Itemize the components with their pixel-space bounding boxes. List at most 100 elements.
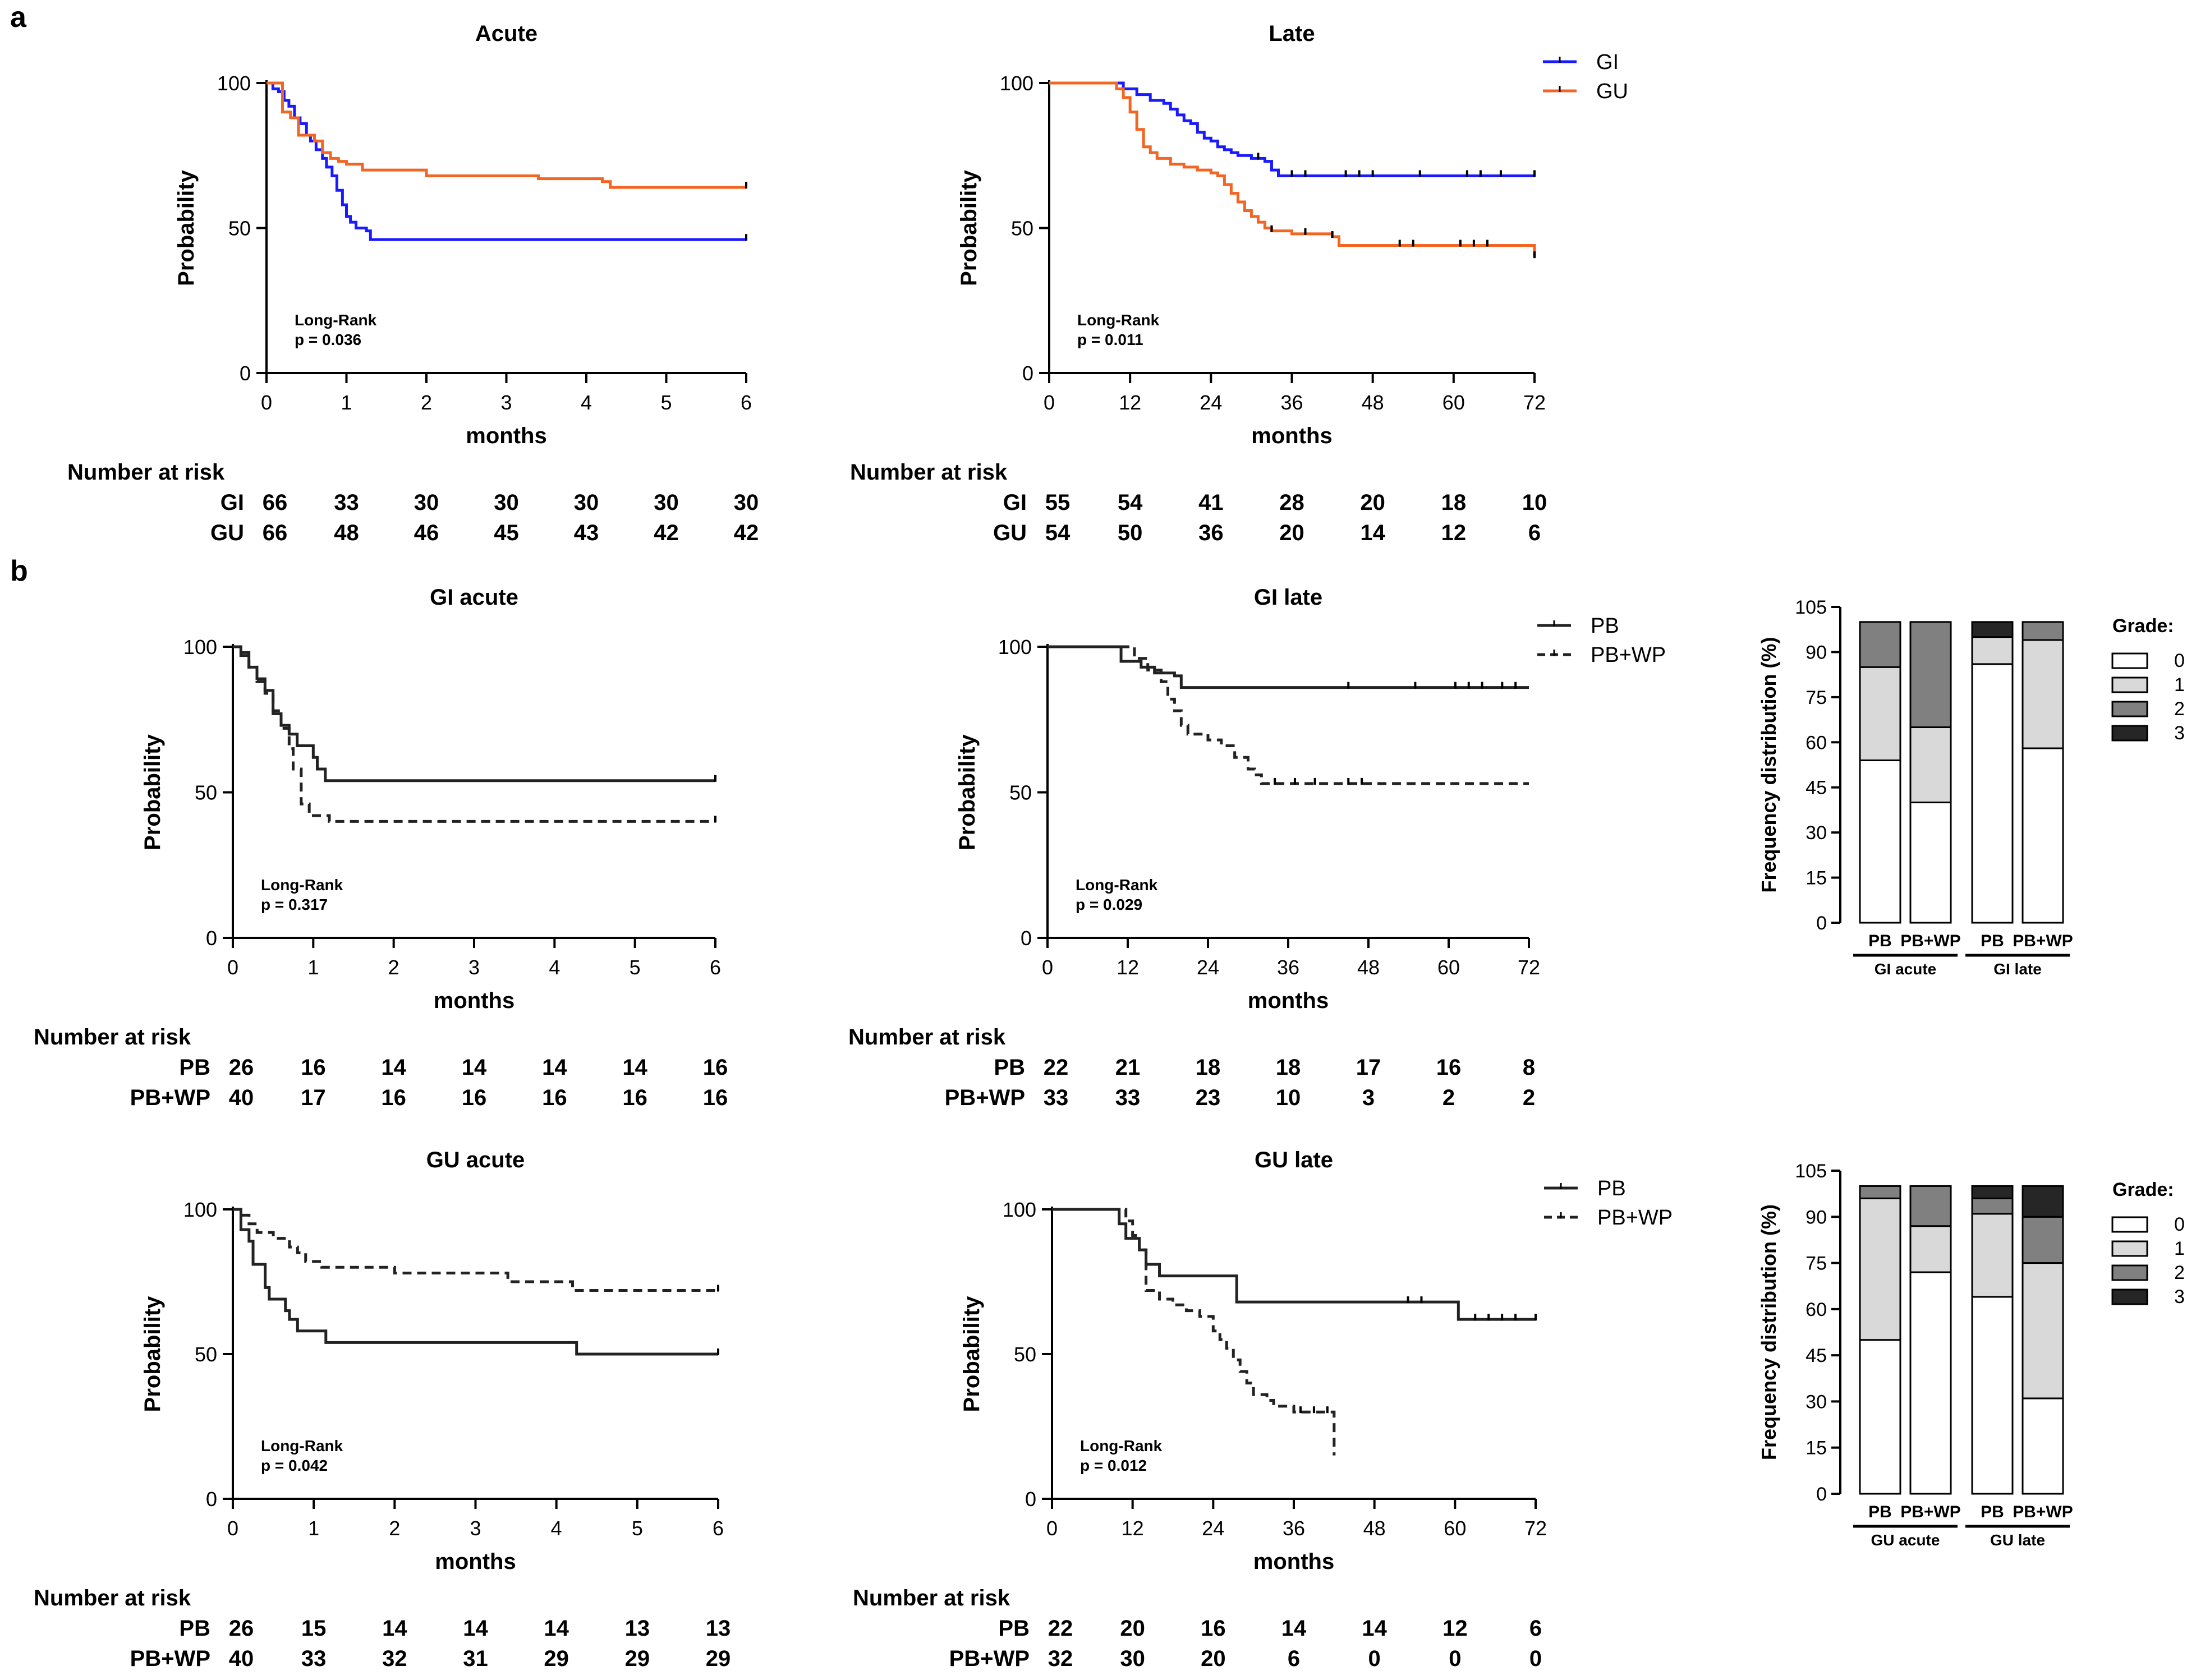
x-tick-label: 48	[1362, 391, 1384, 414]
panel-label-a: a	[10, 1, 27, 34]
risk-count: 30	[734, 490, 759, 515]
x-tick-label: 36	[1283, 1517, 1305, 1540]
y-tick-label: 105	[1795, 597, 1827, 618]
x-tick-label: 0	[227, 956, 238, 979]
x-axis-label: months	[466, 424, 546, 448]
risk-count: 66	[263, 521, 288, 545]
y-tick-label: 0	[1025, 1488, 1036, 1511]
risk-count: 17	[301, 1085, 326, 1110]
bar-segment-grade-0	[2022, 1397, 2064, 1495]
risk-count: 30	[494, 490, 519, 515]
y-tick-label: 100	[217, 72, 251, 95]
y-axis-label: Probability	[140, 1296, 165, 1412]
bar-segment-grade-2	[1971, 1197, 2014, 1215]
bar-label: PB	[1981, 1503, 2004, 1521]
risk-count: 33	[1115, 1085, 1141, 1110]
risk-count: 41	[1198, 490, 1224, 515]
y-tick-label: 45	[1806, 777, 1827, 799]
y-tick-label: 90	[1806, 642, 1827, 663]
series-line-gi	[1049, 81, 1535, 177]
legend-label: PB+WP	[1597, 1206, 1673, 1230]
risk-row-label: PB+WP	[130, 1085, 210, 1110]
chart-title: GI acute	[430, 585, 518, 610]
chart-title: GI late	[1254, 585, 1322, 610]
x-tick-label: 72	[1523, 391, 1546, 414]
bar-segment-grade-1	[2022, 1262, 2064, 1400]
risk-count: 18	[1441, 490, 1467, 515]
stat-test-label: Long-Rank	[1076, 876, 1158, 894]
x-tick-label: 12	[1119, 391, 1141, 414]
risk-count: 40	[229, 1085, 254, 1110]
series-line-pb	[233, 1208, 718, 1356]
risk-table-title: Number at risk	[34, 1025, 191, 1050]
group-label: GI late	[1993, 960, 2042, 978]
risk-count: 16	[703, 1055, 728, 1080]
legend-label: PB+WP	[1591, 643, 1666, 667]
x-tick-label: 12	[1122, 1517, 1144, 1540]
risk-count: 6	[1529, 1616, 1542, 1641]
legend-label: 0	[2174, 650, 2185, 671]
risk-count: 48	[334, 521, 359, 545]
legend-label: 2	[2174, 1262, 2185, 1283]
bar-segment-grade-1	[1859, 1197, 1901, 1341]
km-chart-late: Late 0 50 100 0 12 24 36 48 60 72 months Probability…	[850, 21, 1628, 545]
risk-count: 31	[463, 1646, 488, 1671]
risk-count: 16	[462, 1085, 487, 1110]
x-tick-label: 36	[1277, 956, 1299, 979]
risk-count: 16	[301, 1055, 326, 1080]
p-value-label: p = 0.042	[261, 1457, 328, 1474]
risk-count: 10	[1522, 490, 1547, 515]
x-tick-label: 60	[1442, 391, 1465, 414]
km-chart-gu_acute: GU acute 0 50 100 0 1 2 3 4 5 6 months Probability Lo…	[34, 1148, 731, 1671]
risk-table-title: Number at risk	[848, 1025, 1006, 1050]
legend-title: Grade:	[2112, 1179, 2174, 1200]
risk-count: 18	[1276, 1055, 1301, 1080]
y-axis-label: Frequency distribution (%)	[1757, 637, 1780, 892]
risk-count: 20	[1120, 1616, 1145, 1641]
series-line-pb-wp	[233, 1208, 718, 1292]
bar-segment-grade-2	[1909, 621, 1952, 728]
x-tick-label: 48	[1363, 1517, 1386, 1540]
series-line-pb-wp	[233, 645, 715, 823]
y-tick-label: 30	[1806, 1391, 1827, 1412]
risk-count: 14	[1362, 1616, 1387, 1641]
y-axis-label: Frequency distribution (%)	[1757, 1204, 1780, 1460]
risk-count: 13	[625, 1616, 650, 1641]
stat-test-label: Long-Rank	[261, 1437, 343, 1455]
risk-count: 54	[1118, 490, 1143, 515]
risk-count: 16	[1201, 1616, 1226, 1641]
y-tick-label: 15	[1806, 1438, 1827, 1459]
bar-segment-grade-3	[1971, 621, 2014, 638]
risk-count: 13	[706, 1616, 731, 1641]
risk-count: 16	[622, 1085, 647, 1110]
y-tick-label: 30	[1806, 822, 1827, 844]
y-tick-label: 100	[183, 1198, 217, 1221]
risk-count: 6	[1528, 521, 1541, 545]
risk-count: 32	[382, 1646, 407, 1671]
risk-count: 54	[1045, 521, 1071, 545]
x-tick-label: 36	[1280, 391, 1303, 414]
x-tick-label: 5	[630, 956, 641, 979]
legend-label: 3	[2174, 722, 2185, 744]
legend-swatch-grade-0	[2111, 1216, 2148, 1233]
bar-label: PB+WP	[2013, 932, 2073, 950]
y-tick-label: 60	[1806, 1299, 1827, 1320]
series-line-pb-wp	[1052, 1208, 1336, 1456]
y-tick-label: 75	[1806, 1253, 1827, 1274]
bar-label: PB+WP	[2013, 1503, 2073, 1521]
p-value-label: p = 0.011	[1077, 331, 1143, 348]
legend-swatch-grade-3	[2111, 1288, 2148, 1305]
bar-segment-grade-1	[1909, 726, 1952, 804]
bar-segment-grade-0	[1971, 663, 2014, 924]
y-tick-label: 50	[1011, 217, 1033, 240]
y-tick-label: 50	[1009, 781, 1032, 804]
risk-count: 17	[1356, 1055, 1381, 1080]
y-tick-label: 75	[1806, 687, 1827, 708]
risk-row-label: PB	[998, 1616, 1030, 1641]
y-tick-label: 100	[1003, 1198, 1036, 1221]
